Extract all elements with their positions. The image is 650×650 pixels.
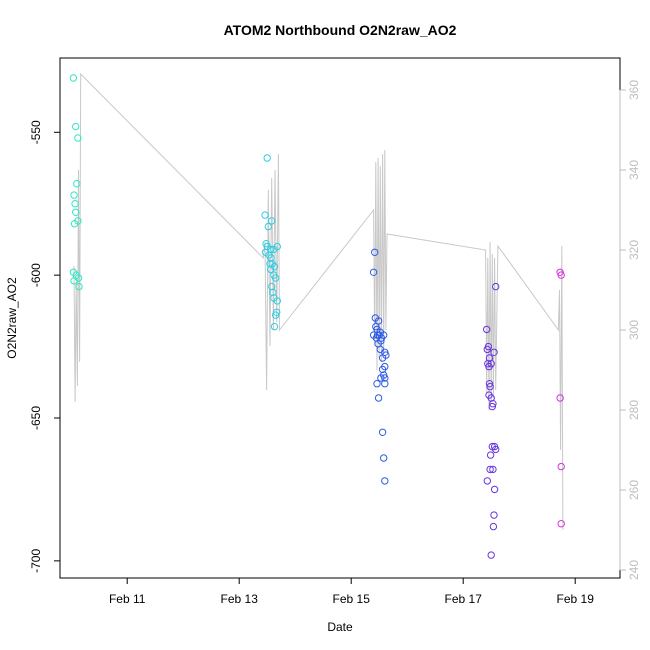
- right-tick-label: 260: [627, 480, 641, 500]
- data-point: [70, 277, 78, 285]
- data-point: [73, 180, 81, 188]
- data-point: [380, 454, 388, 462]
- data-point: [492, 282, 500, 291]
- data-point: [373, 380, 381, 388]
- data-point: [71, 200, 79, 208]
- data-point: [371, 248, 379, 257]
- chart-title: ATOM2 Northbound O2N2raw_AO2: [224, 22, 457, 38]
- right-tick-label: 360: [627, 80, 641, 100]
- data-point: [557, 462, 565, 471]
- data-point: [377, 334, 386, 342]
- data-point: [486, 382, 494, 391]
- data-point: [273, 297, 281, 305]
- data-point: [557, 520, 565, 528]
- data-point: [378, 354, 387, 362]
- data-point: [489, 522, 498, 531]
- data-point: [490, 511, 498, 519]
- secondary-trace-line: [73, 72, 564, 531]
- data-point: [264, 222, 272, 231]
- x-tick-label: Feb 11: [109, 592, 146, 606]
- data-point: [492, 445, 500, 454]
- right-tick-label: 340: [627, 160, 641, 180]
- data-point: [268, 217, 276, 225]
- data-point: [374, 394, 383, 402]
- data-point: [374, 317, 383, 325]
- x-tick-label: Feb 13: [221, 592, 259, 606]
- data-point: [369, 268, 378, 276]
- data-point: [487, 551, 495, 559]
- data-point: [269, 288, 277, 296]
- data-point: [267, 254, 275, 262]
- data-point: [70, 191, 78, 199]
- left-tick-label: -650: [29, 406, 43, 430]
- data-point: [74, 134, 82, 142]
- data-point: [378, 365, 387, 374]
- data-point: [483, 325, 491, 334]
- data-point: [381, 477, 389, 485]
- data-point: [69, 74, 78, 82]
- x-axis-label: Date: [327, 620, 353, 634]
- data-point: [377, 374, 385, 382]
- data-point: [261, 211, 269, 219]
- data-point: [489, 465, 497, 474]
- data-point: [271, 311, 280, 319]
- right-tick-label: 300: [627, 320, 641, 340]
- data-point: [266, 265, 275, 274]
- x-tick-label: Feb 19: [557, 592, 595, 606]
- data-point: [271, 274, 280, 282]
- data-point: [557, 271, 565, 279]
- left-tick-label: -550: [29, 120, 43, 144]
- data-point: [486, 451, 495, 459]
- data-point: [381, 374, 389, 382]
- x-tick-label: Feb 17: [445, 592, 483, 606]
- data-point: [381, 380, 389, 388]
- data-point: [485, 380, 494, 388]
- data-point: [488, 402, 496, 411]
- point-group: [69, 74, 565, 559]
- data-point: [70, 220, 79, 228]
- data-point: [556, 394, 564, 402]
- data-point: [486, 465, 494, 474]
- right-tick-label: 320: [627, 240, 641, 260]
- plot-frame: [59, 57, 621, 579]
- right-tick-label: 240: [627, 560, 641, 580]
- data-point: [490, 485, 499, 494]
- data-point: [485, 362, 493, 371]
- left-tick-label: -600: [29, 263, 43, 287]
- data-point: [483, 477, 491, 485]
- data-point: [263, 154, 271, 162]
- secondary-trace-group: [73, 72, 564, 531]
- right-tick-label: 280: [627, 400, 641, 420]
- data-point: [72, 122, 80, 131]
- data-point: [483, 345, 491, 354]
- data-point: [489, 400, 497, 408]
- data-point: [378, 428, 387, 436]
- data-point: [72, 208, 80, 217]
- y-axis-label: O2N2raw_AO2: [5, 277, 19, 359]
- left-tick-label: -700: [29, 549, 43, 573]
- data-point: [270, 322, 279, 331]
- data-point: [75, 282, 83, 291]
- x-tick-label: Feb 15: [333, 592, 371, 606]
- axes-group: Feb 11 Feb 13 Feb 15 Feb 17 Feb 19 -550 -600 -6…: [29, 80, 641, 606]
- data-point: [490, 348, 498, 356]
- data-point: [273, 242, 281, 251]
- data-point: [268, 282, 276, 291]
